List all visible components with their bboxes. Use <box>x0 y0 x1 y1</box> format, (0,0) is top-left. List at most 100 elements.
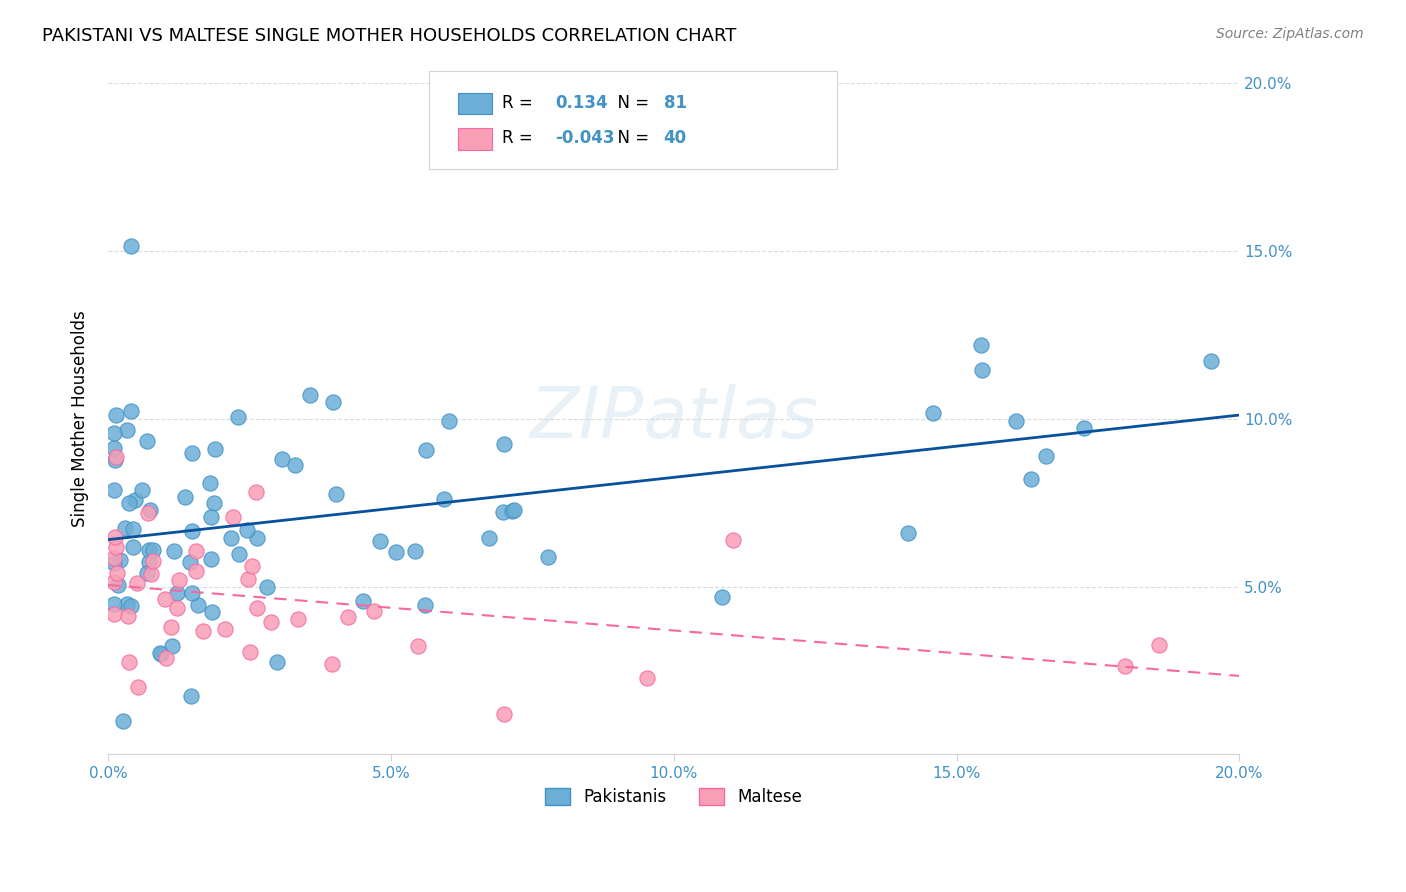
Point <box>969 337 991 351</box>
Point <box>139 503 162 517</box>
Point <box>246 601 269 615</box>
Point <box>494 706 516 721</box>
Point <box>245 485 267 500</box>
Y-axis label: Single Mother Households: Single Mother Households <box>72 310 89 527</box>
Point <box>1004 414 1026 428</box>
Point <box>122 540 145 554</box>
Point <box>202 496 225 510</box>
Point <box>179 555 201 569</box>
Point <box>181 586 204 600</box>
Point <box>478 531 501 545</box>
Point <box>198 476 221 491</box>
Point <box>111 714 134 728</box>
Point <box>236 572 259 586</box>
Point <box>103 551 125 566</box>
Point <box>710 590 733 604</box>
Legend: Pakistanis, Maltese: Pakistanis, Maltese <box>538 781 810 813</box>
Point <box>180 689 202 703</box>
Point <box>136 506 159 520</box>
Point <box>118 496 141 510</box>
Point <box>120 239 142 253</box>
Point <box>180 446 202 460</box>
Point <box>437 414 460 428</box>
Point <box>160 620 183 634</box>
Point <box>104 452 127 467</box>
Point <box>201 605 224 619</box>
Point <box>1035 449 1057 463</box>
Text: 40: 40 <box>664 129 686 147</box>
Text: Source: ZipAtlas.com: Source: ZipAtlas.com <box>1216 27 1364 41</box>
Point <box>219 531 242 545</box>
Point <box>337 609 360 624</box>
Point <box>131 483 153 498</box>
Point <box>136 434 159 448</box>
Point <box>200 552 222 566</box>
Text: 0.134: 0.134 <box>555 94 607 112</box>
Point <box>124 493 146 508</box>
Point <box>103 607 125 621</box>
Point <box>107 578 129 592</box>
Point <box>127 681 149 695</box>
Point <box>167 574 190 588</box>
Text: N =: N = <box>607 129 655 147</box>
Point <box>166 601 188 615</box>
Point <box>1147 638 1170 652</box>
Point <box>246 531 269 545</box>
Point <box>136 566 159 580</box>
Point <box>415 443 437 458</box>
Point <box>1114 658 1136 673</box>
Text: R =: R = <box>502 129 538 147</box>
Point <box>186 598 208 612</box>
Text: N =: N = <box>607 94 655 112</box>
Point <box>105 566 128 581</box>
Point <box>494 437 516 451</box>
Point <box>103 574 125 589</box>
Point <box>108 553 131 567</box>
Point <box>153 592 176 607</box>
Point <box>537 549 560 564</box>
Point <box>321 657 343 671</box>
Point <box>105 540 128 554</box>
Point <box>200 509 222 524</box>
Point <box>897 525 920 540</box>
Point <box>214 622 236 636</box>
Point <box>1199 353 1222 368</box>
Point <box>103 442 125 456</box>
Point <box>184 564 207 578</box>
Point <box>166 586 188 600</box>
Point <box>150 647 173 661</box>
Point <box>191 624 214 639</box>
Point <box>221 510 243 524</box>
Point <box>117 608 139 623</box>
Point <box>184 544 207 558</box>
Point <box>104 408 127 422</box>
Point <box>103 425 125 440</box>
Point <box>501 504 523 518</box>
Point <box>1073 421 1095 435</box>
Point <box>228 548 250 562</box>
Point <box>325 487 347 501</box>
Text: -0.043: -0.043 <box>555 129 614 147</box>
Point <box>266 655 288 669</box>
Text: R =: R = <box>502 94 538 112</box>
Point <box>1019 472 1042 486</box>
Point <box>162 544 184 558</box>
Point <box>120 599 142 614</box>
Point <box>352 594 374 608</box>
Point <box>139 566 162 581</box>
Point <box>127 575 149 590</box>
Point <box>236 523 259 537</box>
Point <box>433 491 456 506</box>
Point <box>363 604 385 618</box>
Point <box>260 615 283 629</box>
Point <box>322 395 344 409</box>
Point <box>368 534 391 549</box>
Point <box>970 363 993 377</box>
Point <box>149 646 172 660</box>
Point <box>228 409 250 424</box>
Point <box>299 388 322 402</box>
Point <box>404 543 426 558</box>
Point <box>103 556 125 570</box>
Point <box>115 423 138 437</box>
Point <box>181 524 204 538</box>
